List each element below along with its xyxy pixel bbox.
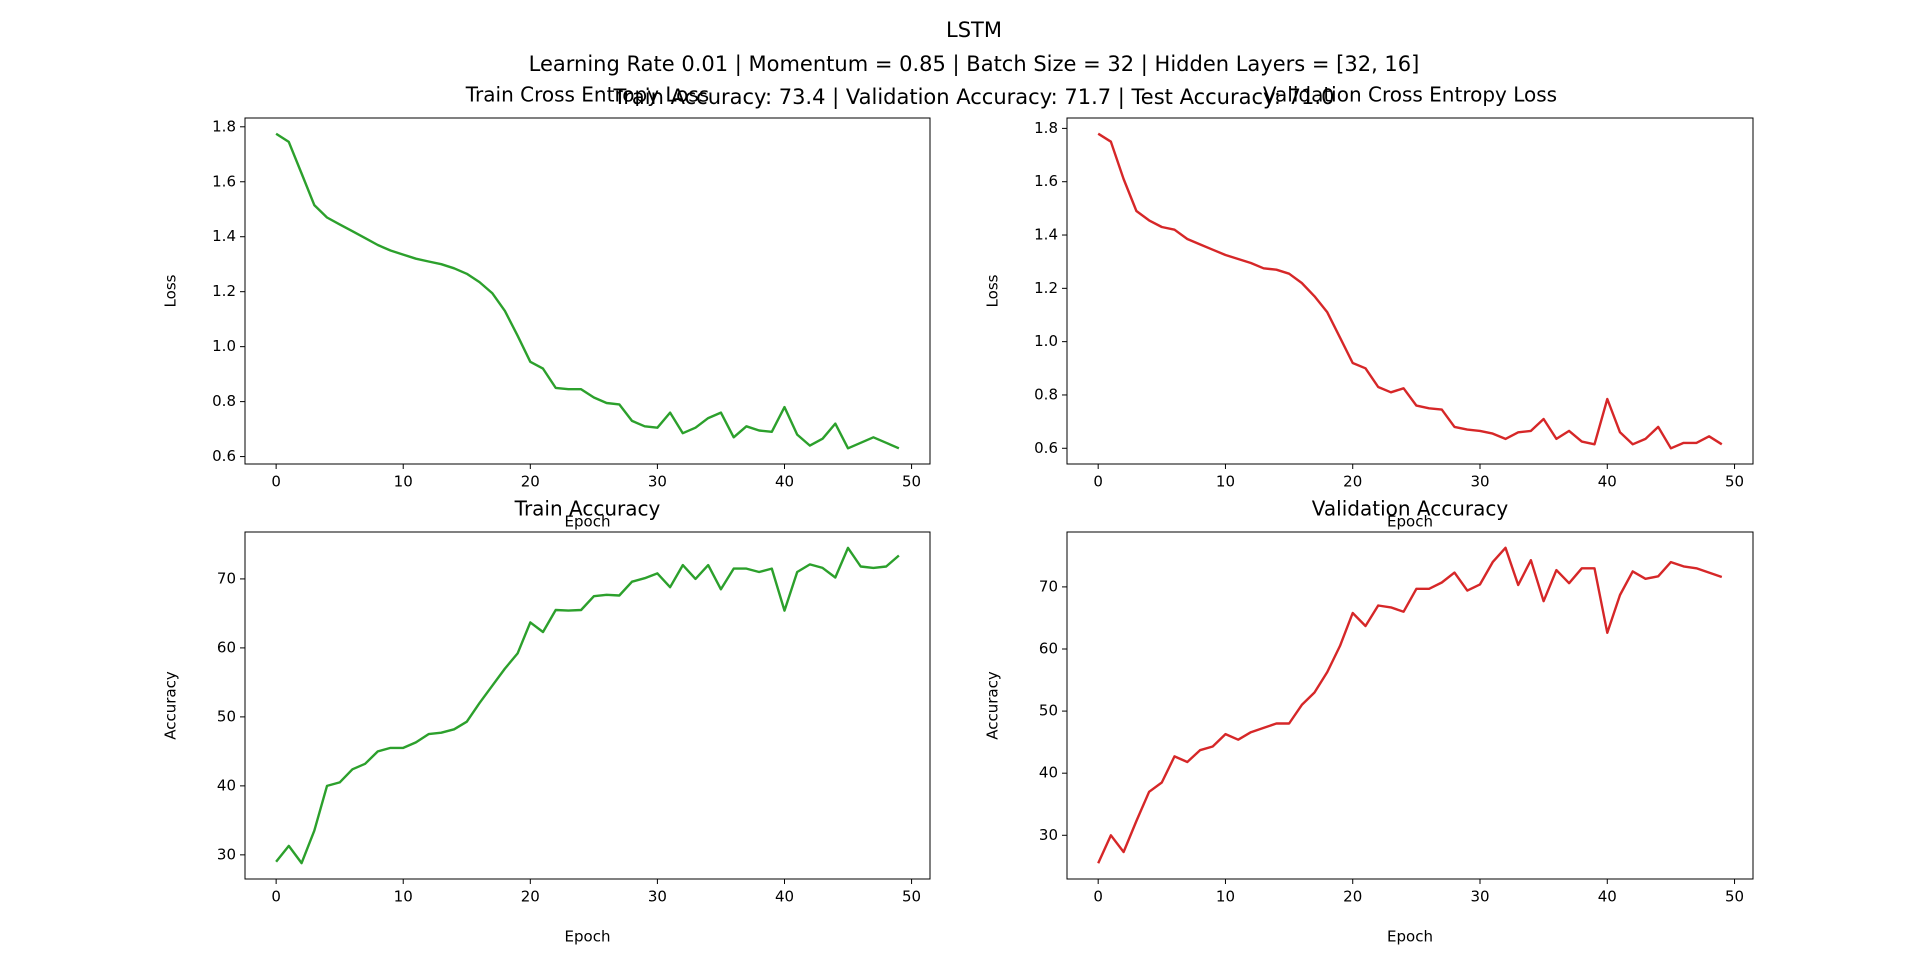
x-tick-label: 10 xyxy=(1216,888,1235,906)
y-tick-label: 1.4 xyxy=(212,227,236,245)
x-tick-label: 0 xyxy=(271,473,281,491)
y-tick-label: 0.6 xyxy=(1034,439,1058,457)
data-line xyxy=(275,546,900,865)
y-axis-label: Accuracy xyxy=(162,671,180,740)
y-axis-label: Loss xyxy=(162,274,180,307)
x-tick-label: 40 xyxy=(1598,473,1617,491)
axes-frame xyxy=(1066,531,1754,880)
y-tick-label: 70 xyxy=(217,569,236,587)
x-tick-label: 0 xyxy=(1093,473,1103,491)
subplot-title: Train Cross Entropy Loss xyxy=(465,83,709,107)
y-tick-label: 0.8 xyxy=(212,392,236,410)
y-tick-label: 30 xyxy=(217,845,236,863)
x-axis-label: Epoch xyxy=(565,513,611,531)
x-tick-label: 10 xyxy=(1216,473,1235,491)
x-tick-label: 20 xyxy=(1343,473,1362,491)
suptitle: Train Accuracy: 73.4 | Validation Accura… xyxy=(613,85,1335,110)
x-tick-label: 40 xyxy=(775,888,794,906)
x-axis-label: Epoch xyxy=(1387,928,1433,946)
x-tick-label: 40 xyxy=(1598,888,1617,906)
x-tick-label: 50 xyxy=(1725,473,1744,491)
x-axis-label: Epoch xyxy=(565,928,611,946)
y-axis-label: Accuracy xyxy=(984,671,1002,740)
y-tick-label: 0.6 xyxy=(212,447,236,465)
y-tick-label: 40 xyxy=(217,776,236,794)
x-tick-label: 30 xyxy=(1470,473,1489,491)
y-tick-label: 60 xyxy=(217,638,236,656)
y-tick-label: 1.4 xyxy=(1034,226,1058,244)
x-tick-label: 30 xyxy=(1470,888,1489,906)
x-tick-label: 50 xyxy=(902,473,921,491)
y-tick-label: 1.0 xyxy=(1034,332,1058,350)
axes-frame xyxy=(1066,117,1754,465)
data-line xyxy=(1097,132,1723,450)
x-tick-label: 50 xyxy=(1725,888,1744,906)
y-tick-label: 1.6 xyxy=(1034,172,1058,190)
axes-frame xyxy=(244,531,931,880)
x-tick-label: 50 xyxy=(902,888,921,906)
y-tick-label: 50 xyxy=(1039,702,1058,720)
subplot-title: Train Accuracy xyxy=(514,497,661,521)
suptitle: LSTM xyxy=(946,18,1002,42)
x-tick-label: 40 xyxy=(775,473,794,491)
y-tick-label: 1.2 xyxy=(1034,279,1058,297)
y-tick-label: 30 xyxy=(1039,826,1058,844)
x-tick-label: 10 xyxy=(394,473,413,491)
y-tick-label: 1.6 xyxy=(212,172,236,190)
y-tick-label: 60 xyxy=(1039,639,1058,657)
data-line xyxy=(275,132,900,450)
x-tick-label: 0 xyxy=(1093,888,1103,906)
axes-frame xyxy=(244,117,931,465)
x-tick-label: 20 xyxy=(1343,888,1362,906)
y-tick-label: 1.8 xyxy=(1034,119,1058,137)
x-tick-label: 30 xyxy=(648,888,667,906)
subplot-title: Validation Accuracy xyxy=(1312,497,1509,521)
x-tick-label: 20 xyxy=(521,888,540,906)
y-tick-label: 1.0 xyxy=(212,337,236,355)
subplot-title: Validation Cross Entropy Loss xyxy=(1263,83,1557,107)
x-tick-label: 30 xyxy=(648,473,667,491)
y-tick-label: 70 xyxy=(1039,577,1058,595)
y-tick-label: 1.8 xyxy=(212,117,236,135)
x-tick-label: 10 xyxy=(394,888,413,906)
x-tick-label: 20 xyxy=(521,473,540,491)
suptitle: Learning Rate 0.01 | Momentum = 0.85 | B… xyxy=(529,52,1420,77)
y-tick-label: 1.2 xyxy=(212,282,236,300)
y-tick-label: 0.8 xyxy=(1034,385,1058,403)
y-axis-label: Loss xyxy=(984,274,1002,307)
y-tick-label: 50 xyxy=(217,707,236,725)
x-tick-label: 0 xyxy=(271,888,281,906)
y-tick-label: 40 xyxy=(1039,764,1058,782)
x-axis-label: Epoch xyxy=(1387,513,1433,531)
data-line xyxy=(1097,546,1723,864)
